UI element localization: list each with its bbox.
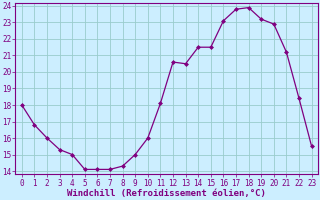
X-axis label: Windchill (Refroidissement éolien,°C): Windchill (Refroidissement éolien,°C) (67, 189, 266, 198)
